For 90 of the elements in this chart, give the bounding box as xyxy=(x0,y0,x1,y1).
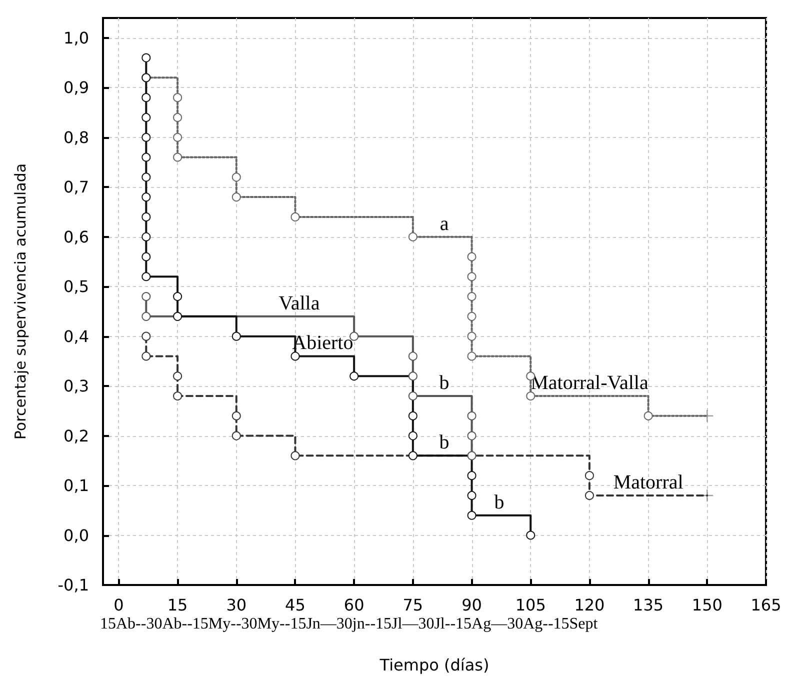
point xyxy=(142,53,151,62)
point xyxy=(232,172,241,182)
y-tick-label: 0,8 xyxy=(64,128,89,147)
point xyxy=(467,292,476,302)
x-tick-label: 135 xyxy=(633,596,664,614)
x-tick-label: 150 xyxy=(692,596,722,614)
x-tick-label: 165 xyxy=(750,596,782,614)
annotation: a xyxy=(440,212,449,235)
point xyxy=(408,392,418,400)
y-tick-label: 0,5 xyxy=(64,277,89,296)
point xyxy=(408,431,418,440)
x-tick-label: 45 xyxy=(285,596,306,614)
point xyxy=(232,411,241,420)
point xyxy=(173,392,182,400)
y-tick-label: 0,7 xyxy=(64,178,89,197)
point xyxy=(467,411,476,420)
y-tick-label: 0,1 xyxy=(64,476,89,496)
point xyxy=(467,252,476,262)
annotation: Matorral xyxy=(613,471,684,494)
point xyxy=(173,112,182,122)
annotation: b xyxy=(439,372,450,394)
point xyxy=(644,411,653,420)
y-tick-label: -0,1 xyxy=(58,576,89,594)
point xyxy=(142,132,151,142)
point xyxy=(142,272,151,282)
point xyxy=(142,312,151,321)
text: 15Ab--30Ab--15My--30My--15Jn—30jn--15Jl—30Jl--15Ag—30Ag--15Sept xyxy=(100,616,598,632)
y-tick-label: 0,4 xyxy=(64,326,89,346)
point xyxy=(142,112,151,122)
point xyxy=(526,392,536,400)
point xyxy=(290,212,300,222)
point xyxy=(467,352,476,361)
x-tick-label: 120 xyxy=(574,596,605,614)
x-tick-label: 75 xyxy=(402,596,424,614)
y-tick-label: 0,0 xyxy=(64,526,89,545)
point xyxy=(408,451,418,460)
point xyxy=(173,152,182,162)
point xyxy=(408,352,418,361)
point xyxy=(173,93,182,102)
y-axis-title: Porcentaje supervivencia acumulada xyxy=(12,163,30,440)
point xyxy=(232,192,241,202)
point xyxy=(584,471,594,480)
x-tick-label: 15 xyxy=(167,596,188,614)
point xyxy=(142,192,151,202)
point xyxy=(142,292,151,302)
point xyxy=(142,332,151,341)
point xyxy=(173,372,182,381)
y-tick-label: 0,6 xyxy=(64,227,89,246)
y-tick-label: 0,2 xyxy=(64,426,89,446)
point xyxy=(142,152,151,162)
point xyxy=(173,312,182,321)
point xyxy=(290,352,300,361)
annotation: b xyxy=(494,491,504,514)
annotation: Valla xyxy=(278,292,320,314)
point xyxy=(408,232,418,242)
x-tick-label: 30 xyxy=(226,596,247,614)
point xyxy=(142,232,151,242)
point xyxy=(173,292,182,302)
point xyxy=(467,510,476,520)
x-tick-label: 90 xyxy=(462,596,482,614)
point xyxy=(467,471,476,480)
point xyxy=(232,431,241,440)
point xyxy=(142,252,151,262)
point xyxy=(467,332,476,341)
point xyxy=(290,451,300,460)
point xyxy=(142,212,151,222)
x-tick-label: 0 xyxy=(114,596,124,614)
point xyxy=(173,132,182,142)
annotation: Matorral-Valla xyxy=(530,372,648,394)
annotation: b xyxy=(439,432,450,454)
point xyxy=(142,172,151,182)
y-tick-label: 1,0 xyxy=(64,28,89,48)
point xyxy=(142,352,151,361)
point xyxy=(467,490,476,500)
x-tick-label: 60 xyxy=(344,596,364,614)
x-tick-label: 105 xyxy=(515,596,546,614)
point xyxy=(408,411,418,420)
point xyxy=(467,431,476,440)
y-tick-label: 0,9 xyxy=(64,78,89,98)
point xyxy=(232,332,241,341)
point xyxy=(467,272,476,282)
y-tick-label: 0,3 xyxy=(64,376,89,396)
point xyxy=(526,530,536,540)
x-axis-title: Tiempo (días) xyxy=(378,656,490,674)
point xyxy=(408,372,418,381)
point xyxy=(467,451,476,460)
point xyxy=(142,93,151,102)
point xyxy=(350,372,359,381)
point xyxy=(584,490,594,500)
point xyxy=(467,312,476,321)
